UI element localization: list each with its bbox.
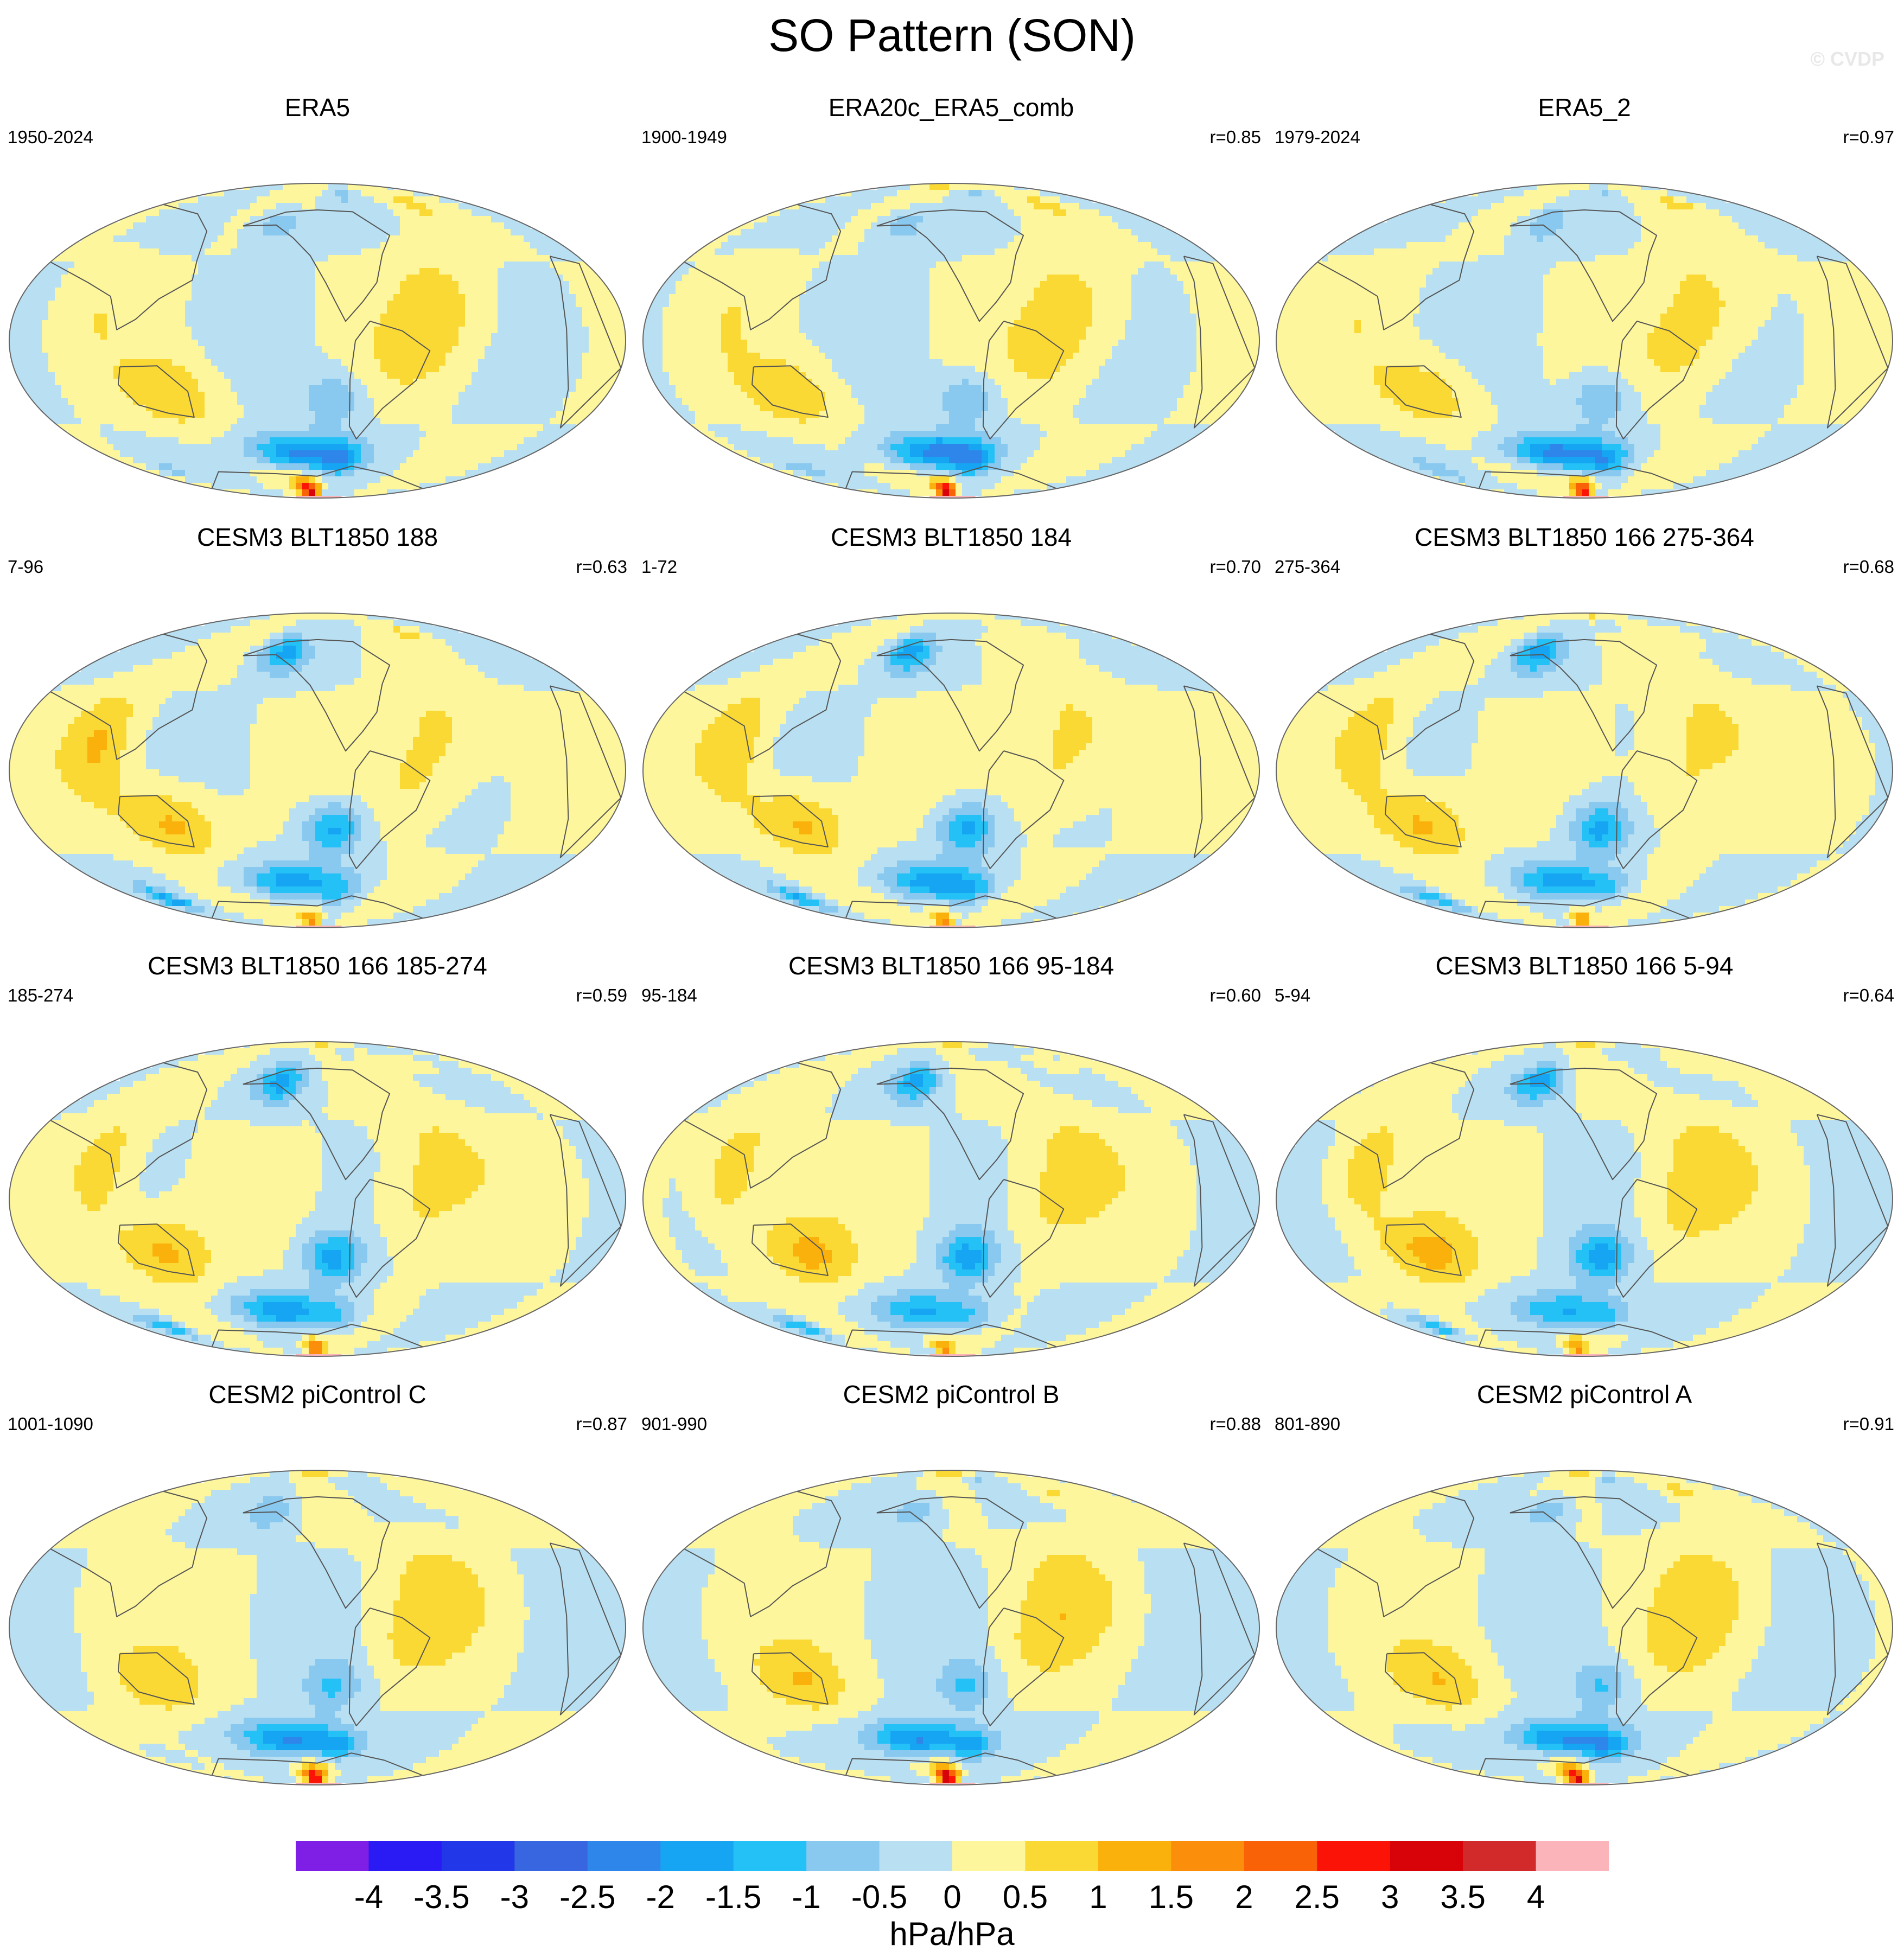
panel-correlation: r=0.88 bbox=[1210, 1414, 1262, 1434]
colorbar-tick-label: 1.5 bbox=[1149, 1878, 1194, 1916]
colorbar-tick-label: 0.5 bbox=[1003, 1878, 1048, 1916]
panel-title: CESM3 BLT1850 188 bbox=[0, 521, 635, 553]
colorbar-swatch bbox=[441, 1841, 515, 1871]
panel-period: 801-890 bbox=[1275, 1414, 1340, 1434]
colorbar-tick-label: -3.5 bbox=[413, 1878, 469, 1916]
map-panel: CESM2 piControl C 1001-1090 r=0.87 bbox=[0, 1378, 635, 1801]
panel-title: ERA5_2 bbox=[1267, 91, 1902, 124]
colorbar-tick-label: -2 bbox=[646, 1878, 675, 1916]
colorbar-swatch bbox=[1317, 1841, 1391, 1871]
panel-period: 185-274 bbox=[8, 985, 73, 1006]
colorbar-tick-label: -1 bbox=[792, 1878, 820, 1916]
panel-period: 5-94 bbox=[1275, 985, 1310, 1006]
map-panel: CESM2 piControl B 901-990 r=0.88 bbox=[634, 1378, 1269, 1801]
panel-title: ERA20c_ERA5_comb bbox=[634, 91, 1269, 124]
panel-title: CESM2 piControl A bbox=[1267, 1378, 1902, 1411]
panel-period: 95-184 bbox=[641, 985, 697, 1006]
panel-period: 7-96 bbox=[8, 557, 43, 577]
colorbar-swatch bbox=[1536, 1841, 1609, 1871]
panel-title: CESM2 piControl B bbox=[634, 1378, 1269, 1411]
hammer-map bbox=[1276, 183, 1893, 499]
panel-period: 1900-1949 bbox=[641, 127, 727, 148]
panel-title: CESM3 BLT1850 166 185-274 bbox=[0, 949, 635, 982]
panel-period: 275-364 bbox=[1275, 557, 1340, 577]
colorbar-tick-label: 2.5 bbox=[1295, 1878, 1340, 1916]
panel-title: CESM3 BLT1850 184 bbox=[634, 521, 1269, 553]
hammer-map bbox=[9, 1470, 626, 1785]
panel-title: ERA5 bbox=[0, 91, 635, 124]
map-panel: ERA20c_ERA5_comb 1900-1949 r=0.85 bbox=[634, 91, 1269, 514]
hammer-map bbox=[642, 1041, 1260, 1357]
colorbar-tick-label: 2 bbox=[1235, 1878, 1253, 1916]
colorbar-units: hPa/hPa bbox=[0, 1915, 1904, 1953]
panel-period: 1-72 bbox=[641, 557, 677, 577]
cvdp-watermark: © CVDP bbox=[1810, 48, 1884, 71]
colorbar-swatch bbox=[514, 1841, 588, 1871]
colorbar-swatch bbox=[1171, 1841, 1245, 1871]
colorbar-swatch bbox=[1025, 1841, 1099, 1871]
panel-title: CESM3 BLT1850 166 275-364 bbox=[1267, 521, 1902, 553]
map-panel: CESM3 BLT1850 166 185-274 185-274 r=0.59 bbox=[0, 949, 635, 1373]
panel-title: CESM2 piControl C bbox=[0, 1378, 635, 1411]
map-panel: ERA5 1950-2024 bbox=[0, 91, 635, 514]
map-panel: CESM2 piControl A 801-890 r=0.91 bbox=[1267, 1378, 1902, 1801]
hammer-map bbox=[1276, 613, 1893, 928]
colorbar-tick-label: 1 bbox=[1089, 1878, 1107, 1916]
colorbar-swatch bbox=[952, 1841, 1026, 1871]
colorbar-swatch bbox=[1390, 1841, 1463, 1871]
colorbar-tick-label: -4 bbox=[354, 1878, 383, 1916]
panel-title: CESM3 BLT1850 166 5-94 bbox=[1267, 949, 1902, 982]
colorbar-swatch bbox=[296, 1841, 369, 1871]
colorbar-swatch bbox=[1244, 1841, 1317, 1871]
panel-correlation: r=0.60 bbox=[1210, 985, 1262, 1006]
panel-correlation: r=0.87 bbox=[576, 1414, 628, 1434]
map-panel: CESM3 BLT1850 184 1-72 r=0.70 bbox=[634, 521, 1269, 944]
colorbar-tick-label: -2.5 bbox=[559, 1878, 615, 1916]
colorbar-swatch bbox=[733, 1841, 807, 1871]
colorbar-swatch bbox=[879, 1841, 953, 1871]
panel-correlation: r=0.91 bbox=[1843, 1414, 1895, 1434]
colorbar-swatch bbox=[1463, 1841, 1537, 1871]
panel-period: 1979-2024 bbox=[1275, 127, 1360, 148]
panel-correlation: r=0.64 bbox=[1843, 985, 1895, 1006]
hammer-map bbox=[642, 183, 1260, 499]
colorbar-tick-label: -1.5 bbox=[705, 1878, 761, 1916]
colorbar-swatch bbox=[368, 1841, 442, 1871]
colorbar-tick-label: 0 bbox=[943, 1878, 961, 1916]
colorbar-tick-label: 4 bbox=[1527, 1878, 1545, 1916]
panel-period: 901-990 bbox=[641, 1414, 707, 1434]
map-panel: CESM3 BLT1850 188 7-96 r=0.63 bbox=[0, 521, 635, 944]
map-panel: ERA5_2 1979-2024 r=0.97 bbox=[1267, 91, 1902, 514]
map-panel: CESM3 BLT1850 166 275-364 275-364 r=0.68 bbox=[1267, 521, 1902, 944]
hammer-map bbox=[9, 1041, 626, 1357]
colorbar-tick-label: -0.5 bbox=[851, 1878, 907, 1916]
hammer-map bbox=[9, 613, 626, 928]
panel-correlation: r=0.70 bbox=[1210, 557, 1262, 577]
panel-period: 1001-1090 bbox=[8, 1414, 93, 1434]
panel-title: CESM3 BLT1850 166 95-184 bbox=[634, 949, 1269, 982]
map-panel: CESM3 BLT1850 166 95-184 95-184 r=0.60 bbox=[634, 949, 1269, 1373]
panel-correlation: r=0.68 bbox=[1843, 557, 1895, 577]
colorbar-swatch bbox=[587, 1841, 661, 1871]
hammer-map bbox=[642, 1470, 1260, 1785]
hammer-map bbox=[642, 613, 1260, 928]
map-panel: CESM3 BLT1850 166 5-94 5-94 r=0.64 bbox=[1267, 949, 1902, 1373]
colorbar-tick-label: 3.5 bbox=[1440, 1878, 1485, 1916]
panel-correlation: r=0.63 bbox=[576, 557, 628, 577]
colorbar bbox=[296, 1841, 1609, 1871]
figure-title: SO Pattern (SON) bbox=[0, 5, 1904, 65]
hammer-map bbox=[9, 183, 626, 499]
hammer-map bbox=[1276, 1470, 1893, 1785]
colorbar-swatch bbox=[1098, 1841, 1171, 1871]
colorbar-swatch bbox=[806, 1841, 880, 1871]
panel-period: 1950-2024 bbox=[8, 127, 93, 148]
panel-correlation: r=0.85 bbox=[1210, 127, 1262, 148]
colorbar-tick-label: 3 bbox=[1381, 1878, 1399, 1916]
hammer-map bbox=[1276, 1041, 1893, 1357]
colorbar-tick-label: -3 bbox=[500, 1878, 529, 1916]
panel-correlation: r=0.59 bbox=[576, 985, 628, 1006]
panel-correlation: r=0.97 bbox=[1843, 127, 1895, 148]
colorbar-swatch bbox=[660, 1841, 734, 1871]
